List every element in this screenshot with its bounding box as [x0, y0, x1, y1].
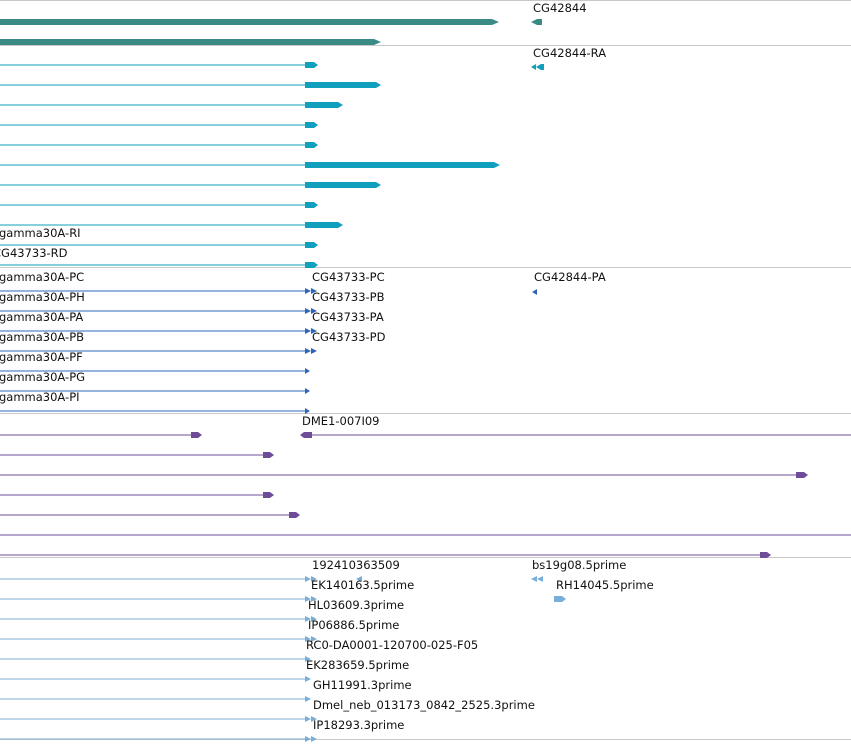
cds-label: gamma30A-PF — [0, 350, 83, 364]
cds-feature[interactable] — [0, 304, 320, 314]
est-label: GH11991.3prime — [313, 678, 412, 692]
cds-feature-cg42844-pa[interactable] — [531, 285, 539, 295]
transcript-feature[interactable] — [0, 59, 320, 69]
clone-feature[interactable] — [0, 448, 276, 458]
cds-feature[interactable] — [0, 324, 320, 334]
track-separator — [0, 413, 851, 414]
transcript-feature[interactable] — [0, 79, 384, 89]
cds-label: gamma30A-PH — [0, 290, 85, 304]
cds-label: gamma30A-PA — [0, 310, 84, 324]
clone-feature[interactable] — [0, 488, 276, 498]
est-label: 192410363509 — [312, 558, 400, 572]
est-label: EK283659.5prime — [306, 658, 410, 672]
cds-feature[interactable] — [0, 384, 320, 394]
track-separator — [0, 0, 851, 1]
transcript-feature[interactable] — [0, 99, 346, 109]
cds-label: gamma30A-PC — [0, 270, 85, 284]
gene-feature[interactable] — [0, 35, 382, 45]
transcript-label: gamma30A-RI — [0, 226, 81, 240]
cds-label: CG43733-PD — [312, 330, 386, 344]
transcript-feature[interactable] — [0, 119, 320, 129]
cds-feature[interactable] — [0, 344, 320, 354]
transcript-feature[interactable] — [0, 259, 320, 269]
cds-label: CG43733-PA — [312, 310, 384, 324]
est-feature-bs19g08[interactable] — [531, 572, 545, 582]
track-separator — [0, 45, 851, 46]
cds-label: CG43733-PB — [312, 290, 385, 304]
cds-label: gamma30A-PI — [0, 390, 80, 404]
est-label: EK140163.5prime — [311, 578, 415, 592]
transcript-label: CG42844-RA — [533, 46, 607, 60]
transcript-feature[interactable] — [0, 199, 320, 209]
transcript-label: CG43733-RD — [0, 246, 68, 260]
est-label: Dmel_neb_013173_0842_2525.3prime — [313, 698, 535, 712]
transcript-feature[interactable] — [0, 139, 320, 149]
clone-feature-dme1-007i09[interactable] — [300, 428, 851, 438]
est-feature[interactable] — [0, 652, 320, 662]
est-feature[interactable] — [354, 572, 364, 582]
est-feature[interactable] — [0, 632, 320, 642]
track-separator — [0, 557, 851, 558]
clone-label: DME1-007I09 — [302, 414, 380, 428]
cds-feature[interactable] — [0, 284, 320, 294]
est-feature[interactable] — [0, 672, 320, 682]
track-separator — [0, 739, 851, 740]
track-separator — [0, 267, 851, 268]
clone-feature[interactable] — [0, 508, 303, 518]
est-label: IP06886.5prime — [308, 618, 400, 632]
cds-label: CG43733-PC — [312, 270, 385, 284]
cds-label: CG42844-PA — [534, 270, 606, 284]
est-feature[interactable] — [0, 732, 320, 742]
est-label: HL03609.3prime — [308, 598, 405, 612]
transcript-feature[interactable] — [0, 239, 320, 249]
est-feature[interactable] — [0, 592, 320, 602]
est-feature[interactable] — [0, 612, 320, 622]
gene-feature[interactable] — [0, 15, 500, 25]
transcript-feature[interactable] — [0, 179, 384, 189]
clone-feature[interactable] — [0, 468, 811, 478]
est-feature-rh14045[interactable] — [554, 592, 568, 602]
transcript-feature[interactable] — [0, 219, 346, 229]
est-label: IP18293.3prime — [313, 718, 405, 732]
transcript-feature-cg42844-ra[interactable] — [531, 60, 545, 70]
cds-feature[interactable] — [0, 404, 320, 414]
clone-feature[interactable] — [0, 528, 851, 536]
transcript-feature[interactable] — [0, 159, 502, 169]
est-feature[interactable] — [0, 712, 320, 722]
cds-label: gamma30A-PG — [0, 370, 86, 384]
cds-feature[interactable] — [0, 364, 320, 374]
est-label: RH14045.5prime — [556, 578, 654, 592]
gene-label: CG42844 — [533, 1, 587, 15]
clone-feature[interactable] — [0, 428, 204, 438]
cds-label: gamma30A-PB — [0, 330, 85, 344]
est-feature[interactable] — [0, 572, 320, 582]
est-feature[interactable] — [0, 692, 320, 702]
clone-feature[interactable] — [0, 548, 773, 558]
gene-feature-cg42844[interactable] — [531, 15, 543, 25]
est-label: bs19g08.5prime — [532, 558, 627, 572]
est-label: RC0-DA0001-120700-025-F05 — [306, 638, 479, 652]
